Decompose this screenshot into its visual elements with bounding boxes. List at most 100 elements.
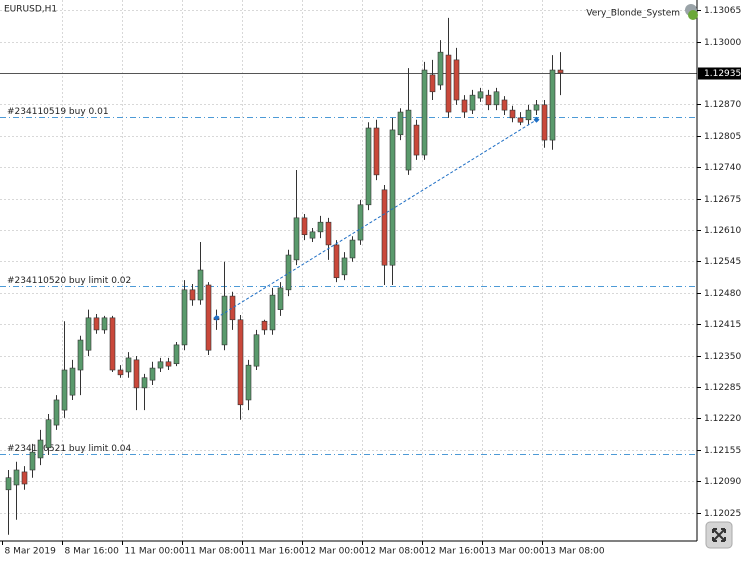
y-tick-label: 1.13000	[704, 38, 741, 48]
y-tick-label: 1.13065	[704, 6, 741, 16]
candle-body	[405, 109, 412, 171]
candle-body	[493, 91, 500, 106]
x-tick-label: 8 Mar 2019	[5, 547, 57, 557]
candle-body	[445, 54, 452, 113]
x-tick-label: 12 Mar 08:00	[365, 547, 425, 557]
candle-body	[61, 369, 68, 411]
candle-body	[413, 124, 420, 156]
candle-body	[109, 317, 116, 371]
candle-body	[437, 51, 444, 86]
y-tick-label: 1.12285	[704, 383, 741, 393]
x-tick-label: 12 Mar 16:00	[425, 547, 485, 557]
candle-body	[485, 94, 492, 106]
candle-body	[37, 439, 44, 459]
candle-body	[477, 91, 484, 99]
candle-body	[341, 257, 348, 276]
y-tick-label: 1.12415	[704, 320, 741, 330]
x-tick-label: 13 Mar 00:00	[485, 547, 545, 557]
candle-body	[517, 117, 524, 123]
candle-body	[269, 294, 276, 331]
y-tick-label: 1.12350	[704, 352, 741, 362]
y-tick-label: 1.12480	[704, 289, 741, 299]
candle-body	[93, 317, 100, 331]
y-tick-label: 1.12675	[704, 195, 741, 205]
candle-body	[141, 377, 148, 389]
candle-body	[541, 104, 548, 141]
candle-body	[525, 109, 532, 121]
candle-body	[69, 367, 76, 396]
candle-body	[53, 399, 60, 426]
candle-body	[189, 289, 196, 301]
candle-body	[365, 127, 372, 206]
trade-line	[216, 119, 537, 319]
candles	[5, 17, 564, 535]
candle-body	[373, 127, 380, 176]
order-label: #234110519 buy 0.01	[7, 107, 109, 117]
candle-body	[5, 477, 12, 491]
overlay	[213, 116, 540, 321]
y-tick-label: 1.12545	[704, 257, 741, 267]
order-lines: #234110519 buy 0.01 #234110520 buy limit …	[0, 73, 697, 455]
candle-body	[317, 221, 324, 233]
candle-body	[229, 295, 236, 321]
y-tick-label: 1.12025	[704, 509, 741, 519]
candle-body	[77, 339, 84, 371]
y-tick-label: 1.12740	[704, 163, 741, 173]
candle-body	[237, 319, 244, 406]
candle-body	[13, 469, 20, 486]
grid	[0, 0, 697, 541]
order-label: #234110520 buy limit 0.02	[7, 276, 131, 286]
candle-body	[381, 189, 388, 266]
candle-body	[557, 69, 564, 74]
y-tick-label: 1.12805	[704, 132, 741, 142]
candle-body	[149, 367, 156, 381]
candle-body	[45, 419, 52, 449]
candle-body	[285, 254, 292, 291]
current-price-box	[698, 67, 741, 80]
candle-body	[101, 317, 108, 331]
candle-body	[429, 74, 436, 93]
candle-body	[509, 109, 516, 119]
candle-body	[309, 231, 316, 239]
candle-body	[181, 289, 188, 346]
candle-body	[421, 69, 428, 156]
zoom-button[interactable]	[705, 521, 733, 549]
candle-body	[277, 287, 284, 310]
candle-body	[117, 369, 124, 376]
y-tick-label: 1.12610	[704, 226, 741, 236]
indicator-icon	[685, 4, 698, 20]
x-tick-label: 8 Mar 16:00	[65, 547, 120, 557]
axes: 1.13065 1.13000 1.12870 1.12805 1.12740 1.126…	[2, 6, 741, 557]
candle-body	[325, 221, 332, 246]
candle-body	[261, 320, 268, 331]
chart-title: EURUSD,H1	[4, 5, 57, 15]
candle-body	[349, 239, 356, 259]
x-tick-label: 11 Mar 08:00	[185, 547, 245, 557]
candle-body	[549, 69, 556, 141]
candle-body	[221, 295, 228, 346]
x-tick-label: 11 Mar 16:00	[245, 547, 305, 557]
candle-body	[293, 217, 300, 261]
candle-body	[157, 361, 164, 369]
order-label: #234110521 buy limit 0.04	[7, 444, 132, 454]
candle-body	[397, 111, 404, 136]
candle-body	[205, 284, 212, 351]
y-tick-label: 1.12155	[704, 446, 741, 456]
candle-body	[173, 344, 180, 365]
x-tick-label: 12 Mar 00:00	[305, 547, 365, 557]
x-tick-label: 13 Mar 08:00	[545, 547, 605, 557]
candle-body	[253, 334, 260, 367]
candle-body	[501, 99, 508, 111]
candle-body	[469, 94, 476, 111]
candle-body	[301, 217, 308, 236]
candle-body	[453, 59, 460, 101]
indicator-name[interactable]: Very_Blonde_System	[586, 9, 680, 19]
candle-body	[245, 364, 252, 401]
y-tick-label: 1.12220	[704, 414, 741, 424]
candle-body	[389, 129, 396, 266]
candle-body	[165, 361, 172, 367]
candle-body	[197, 269, 204, 301]
candle-body	[533, 104, 540, 111]
